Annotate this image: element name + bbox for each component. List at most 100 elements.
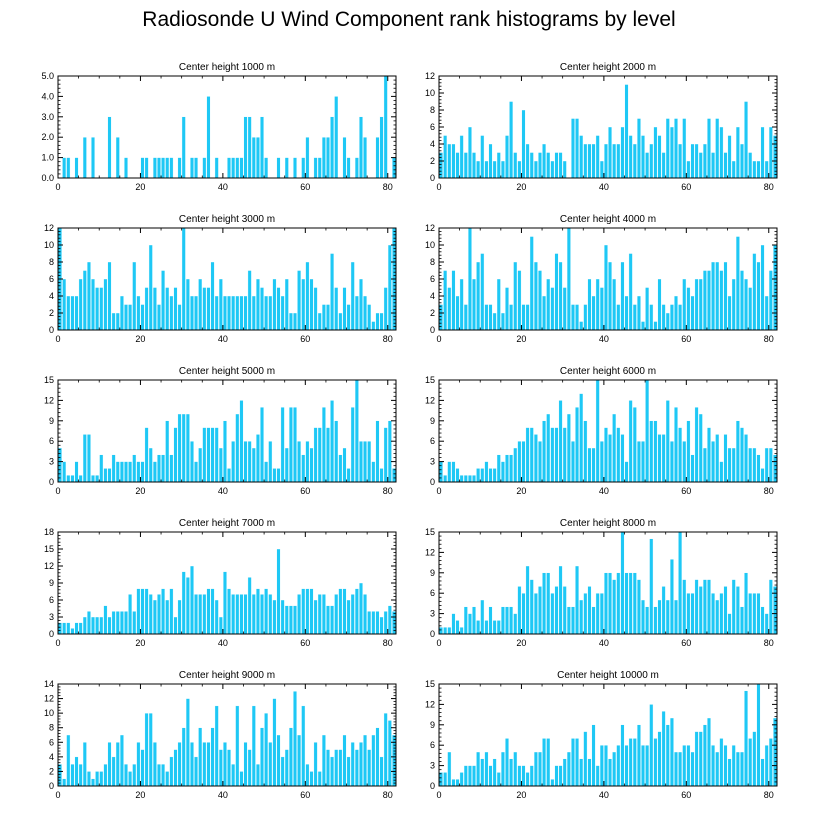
bar: [538, 152, 542, 179]
bar: [467, 613, 472, 635]
bar: [509, 454, 514, 483]
bar: [575, 738, 580, 787]
bar: [661, 304, 666, 331]
bar: [111, 454, 116, 483]
bar: [480, 135, 485, 179]
bar: [272, 278, 277, 331]
bar: [616, 427, 621, 483]
bar: [550, 287, 555, 331]
bar: [513, 152, 518, 179]
bar: [480, 599, 485, 635]
bar: [608, 758, 613, 787]
bar: [62, 622, 67, 635]
bar: [571, 738, 575, 787]
bar: [305, 136, 310, 179]
bar: [239, 295, 244, 331]
bar: [227, 468, 232, 483]
bar: [476, 261, 481, 331]
bar: [243, 594, 248, 635]
bar: [86, 611, 91, 635]
bar: [748, 593, 753, 635]
bar: [533, 261, 538, 331]
bar: [132, 261, 137, 331]
bar: [566, 606, 571, 635]
y-tick-label: 2.0: [41, 132, 54, 142]
bar: [124, 304, 128, 331]
bar: [603, 572, 608, 635]
y-tick-label: 3: [49, 612, 54, 622]
bar: [210, 427, 215, 483]
x-tick-label: 20: [135, 334, 145, 344]
bar: [297, 734, 302, 787]
bar: [284, 447, 289, 483]
bar: [276, 734, 281, 787]
y-tick-label: 18: [44, 527, 54, 537]
bar: [181, 116, 186, 179]
bar: [181, 413, 186, 483]
bar: [280, 407, 285, 483]
bar: [317, 594, 322, 635]
bar: [313, 599, 318, 635]
bar: [140, 157, 145, 179]
bar: [682, 441, 687, 483]
bar: [571, 118, 575, 179]
x-tick-label: 80: [383, 486, 393, 496]
bar: [152, 599, 157, 635]
bar: [359, 441, 363, 483]
bar: [542, 738, 547, 787]
bar: [367, 749, 372, 787]
y-tick-label: 0: [430, 781, 435, 791]
x-tick-label: 40: [218, 334, 228, 344]
x-tick-label: 40: [218, 638, 228, 648]
bar: [330, 605, 335, 635]
bar: [169, 157, 174, 179]
bar: [173, 287, 178, 331]
bar: [383, 75, 388, 179]
bar: [231, 594, 236, 635]
plot-frame: [438, 683, 778, 787]
bar: [74, 622, 79, 635]
bar: [542, 143, 547, 179]
bar: [702, 143, 707, 179]
bar: [521, 109, 526, 179]
bar: [317, 427, 322, 483]
bar: [608, 126, 613, 179]
bar: [288, 605, 293, 635]
x-tick-label: 0: [55, 638, 60, 648]
panel-title: Center height 9000 m: [179, 670, 275, 681]
bar: [272, 599, 277, 635]
bar: [177, 304, 182, 331]
y-tick-label: 2: [430, 156, 435, 166]
bar: [375, 727, 380, 787]
bar: [247, 116, 252, 179]
y-tick-label: 6: [430, 436, 435, 446]
x-tick-label: 60: [681, 486, 691, 496]
bar: [119, 611, 124, 635]
bar: [513, 613, 518, 635]
bar: [492, 620, 497, 635]
bar: [82, 136, 87, 179]
bar: [665, 312, 670, 331]
bar: [338, 312, 343, 331]
bar: [760, 126, 765, 179]
x-tick-label: 60: [681, 790, 691, 800]
chart-panel-6: Center height 6000 m 0 3 6 9 12 15 0 20 40 60 80: [425, 366, 778, 496]
x-tick-label: 60: [300, 182, 310, 192]
bar: [78, 763, 83, 787]
bar: [447, 287, 452, 331]
bar: [124, 157, 128, 179]
y-tick-label: 0: [49, 325, 54, 335]
panel-title: Center height 10000 m: [557, 670, 659, 681]
bar: [731, 447, 736, 483]
bar: [152, 157, 157, 179]
bar: [239, 400, 244, 483]
bar: [383, 427, 388, 483]
bar: [595, 379, 600, 483]
bar: [554, 152, 559, 179]
bar: [301, 454, 306, 483]
bar: [579, 321, 584, 331]
bar: [293, 605, 297, 635]
y-tick-label: 8: [49, 723, 54, 733]
bar: [82, 616, 87, 635]
bar: [665, 724, 670, 787]
